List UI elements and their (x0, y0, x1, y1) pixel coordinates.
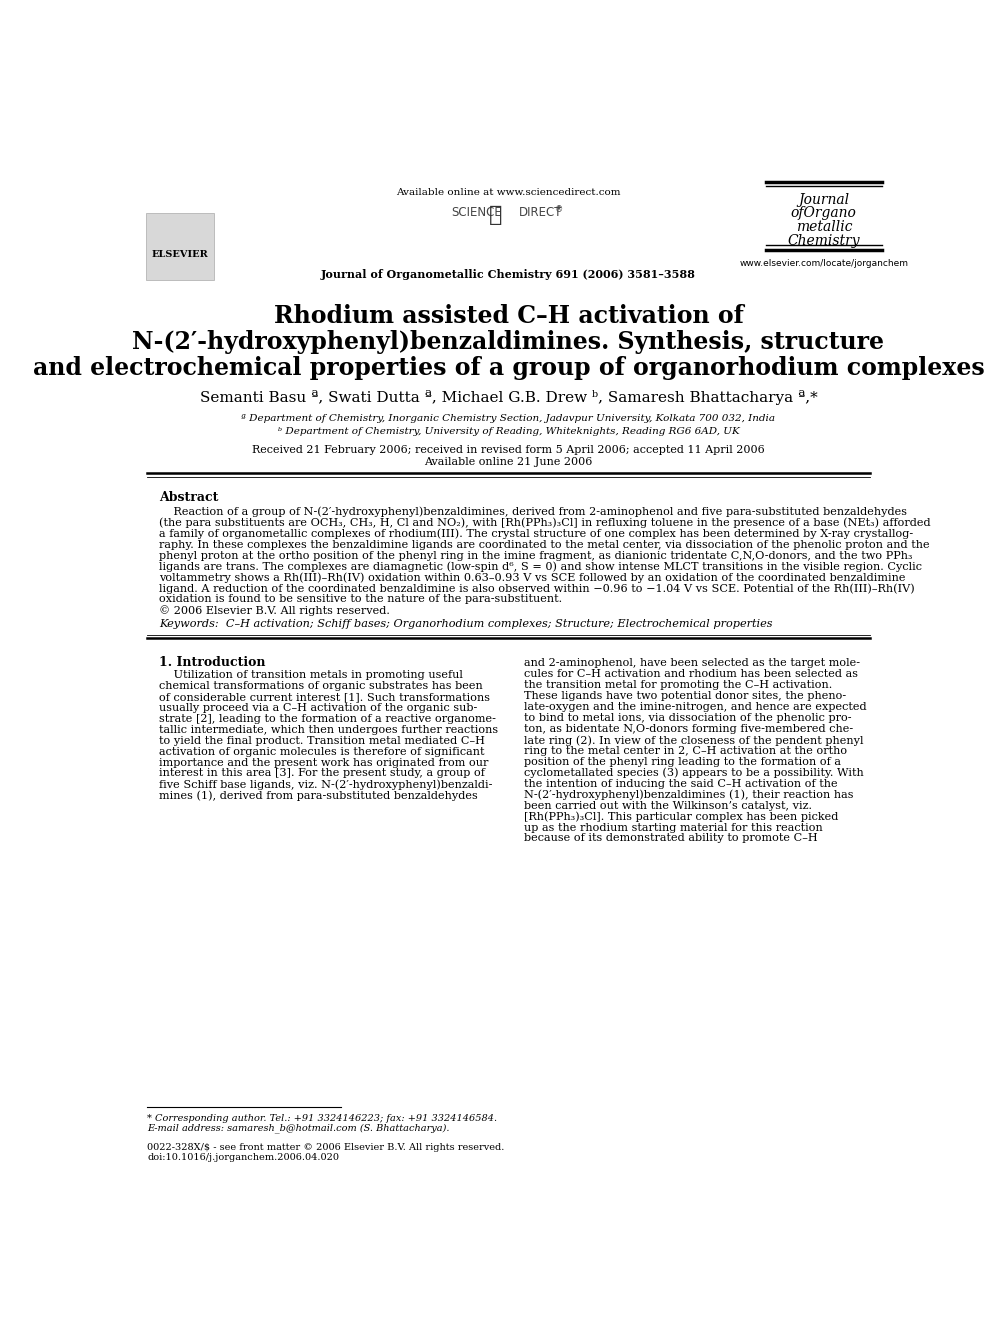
Text: ᵇ Department of Chemistry, University of Reading, Whiteknights, Reading RG6 6AD,: ᵇ Department of Chemistry, University of… (278, 427, 739, 435)
Text: 1. Introduction: 1. Introduction (159, 656, 266, 669)
Text: ⓐ: ⓐ (489, 205, 503, 225)
Text: ofOrgano: ofOrgano (791, 206, 857, 221)
Text: Journal of Organometallic Chemistry 691 (2006) 3581–3588: Journal of Organometallic Chemistry 691 … (321, 269, 695, 280)
Text: tallic intermediate, which then undergoes further reactions: tallic intermediate, which then undergoe… (159, 725, 498, 734)
Text: N-(2′-hydroxyphenyl)benzaldimines. Synthesis, structure: N-(2′-hydroxyphenyl)benzaldimines. Synth… (132, 329, 885, 353)
Text: position of the phenyl ring leading to the formation of a: position of the phenyl ring leading to t… (524, 757, 841, 767)
Text: doi:10.1016/j.jorganchem.2006.04.020: doi:10.1016/j.jorganchem.2006.04.020 (147, 1152, 339, 1162)
Text: Abstract: Abstract (159, 491, 218, 504)
Text: ligands are trans. The complexes are diamagnetic (low-spin d⁶, S = 0) and show i: ligands are trans. The complexes are dia… (159, 561, 922, 572)
Text: and 2-aminophenol, have been selected as the target mole-: and 2-aminophenol, have been selected as… (524, 659, 860, 668)
Text: chemical transformations of organic substrates has been: chemical transformations of organic subs… (159, 681, 483, 691)
Text: up as the rhodium starting material for this reaction: up as the rhodium starting material for … (524, 823, 822, 832)
Text: Keywords:  C–H activation; Schiff bases; Organorhodium complexes; Structure; Ele: Keywords: C–H activation; Schiff bases; … (159, 619, 773, 630)
Text: the intention of inducing the said C–H activation of the: the intention of inducing the said C–H a… (524, 779, 837, 789)
Text: These ligands have two potential donor sites, the pheno-: These ligands have two potential donor s… (524, 692, 846, 701)
FancyBboxPatch shape (146, 213, 214, 280)
Text: Available online at www.sciencedirect.com: Available online at www.sciencedirect.co… (396, 188, 621, 197)
Text: to bind to metal ions, via dissociation of the phenolic pro-: to bind to metal ions, via dissociation … (524, 713, 851, 724)
Text: importance and the present work has originated from our: importance and the present work has orig… (159, 758, 488, 767)
Text: 0022-328X/$ - see front matter © 2006 Elsevier B.V. All rights reserved.: 0022-328X/$ - see front matter © 2006 El… (147, 1143, 505, 1152)
Text: ring to the metal center in 2, C–H activation at the ortho: ring to the metal center in 2, C–H activ… (524, 746, 847, 755)
Text: www.elsevier.com/locate/jorganchem: www.elsevier.com/locate/jorganchem (739, 259, 909, 267)
Text: Rhodium assisted C–H activation of: Rhodium assisted C–H activation of (274, 303, 743, 328)
Text: phenyl proton at the ortho position of the phenyl ring in the imine fragment, as: phenyl proton at the ortho position of t… (159, 550, 913, 561)
Text: usually proceed via a C–H activation of the organic sub-: usually proceed via a C–H activation of … (159, 703, 477, 713)
Text: * Corresponding author. Tel.: +91 3324146223; fax: +91 3324146584.: * Corresponding author. Tel.: +91 332414… (147, 1114, 497, 1122)
Text: © 2006 Elsevier B.V. All rights reserved.: © 2006 Elsevier B.V. All rights reserved… (159, 605, 390, 617)
Text: and electrochemical properties of a group of organorhodium complexes: and electrochemical properties of a grou… (33, 356, 984, 380)
Text: metallic: metallic (796, 221, 852, 234)
Text: activation of organic molecules is therefore of significant: activation of organic molecules is there… (159, 746, 484, 757)
Text: late-oxygen and the imine-nitrogen, and hence are expected: late-oxygen and the imine-nitrogen, and … (524, 703, 867, 712)
Text: voltammetry shows a Rh(III)–Rh(IV) oxidation within 0.63–0.93 V vs SCE followed : voltammetry shows a Rh(III)–Rh(IV) oxida… (159, 573, 906, 583)
Text: mines (1), derived from para-substituted benzaldehydes: mines (1), derived from para-substituted… (159, 790, 477, 800)
Text: interest in this area [3]. For the present study, a group of: interest in this area [3]. For the prese… (159, 769, 485, 778)
Text: Received 21 February 2006; received in revised form 5 April 2006; accepted 11 Ap: Received 21 February 2006; received in r… (252, 446, 765, 455)
Text: N-(2′-hydroxyphenyl)benzaldimines (1), their reaction has: N-(2′-hydroxyphenyl)benzaldimines (1), t… (524, 790, 853, 800)
Text: Available online 21 June 2006: Available online 21 June 2006 (425, 456, 592, 467)
Text: of considerable current interest [1]. Such transformations: of considerable current interest [1]. Su… (159, 692, 490, 703)
Text: ª Department of Chemistry, Inorganic Chemistry Section, Jadavpur University, Kol: ª Department of Chemistry, Inorganic Che… (241, 414, 776, 423)
Text: a family of organometallic complexes of rhodium(III). The crystal structure of o: a family of organometallic complexes of … (159, 529, 913, 540)
Text: ®: ® (555, 205, 563, 214)
Text: ligand. A reduction of the coordinated benzaldimine is also observed within −0.9: ligand. A reduction of the coordinated b… (159, 583, 915, 594)
Text: Semanti Basu ª, Swati Dutta ª, Michael G.B. Drew ᵇ, Samaresh Bhattacharya ª,*: Semanti Basu ª, Swati Dutta ª, Michael G… (199, 390, 817, 405)
Text: oxidation is found to be sensitive to the nature of the para-substituent.: oxidation is found to be sensitive to th… (159, 594, 562, 605)
Text: Utilization of transition metals in promoting useful: Utilization of transition metals in prom… (159, 669, 462, 680)
Text: SCIENCE: SCIENCE (451, 206, 502, 220)
Text: ton, as bidentate N,O-donors forming five-membered che-: ton, as bidentate N,O-donors forming fiv… (524, 724, 853, 734)
Text: the transition metal for promoting the C–H activation.: the transition metal for promoting the C… (524, 680, 832, 691)
Text: DIRECT: DIRECT (519, 206, 562, 220)
Text: been carried out with the Wilkinson’s catalyst, viz.: been carried out with the Wilkinson’s ca… (524, 800, 811, 811)
Text: because of its demonstrated ability to promote C–H: because of its demonstrated ability to p… (524, 833, 817, 844)
Text: [Rh(PPh₃)₃Cl]. This particular complex has been picked: [Rh(PPh₃)₃Cl]. This particular complex h… (524, 811, 838, 822)
Text: (the para substituents are OCH₃, CH₃, H, Cl and NO₂), with [Rh(PPh₃)₃Cl] in refl: (the para substituents are OCH₃, CH₃, H,… (159, 517, 930, 528)
Text: to yield the final product. Transition metal mediated C–H: to yield the final product. Transition m… (159, 736, 485, 746)
Text: Chemistry: Chemistry (788, 234, 860, 249)
Text: strate [2], leading to the formation of a reactive organome-: strate [2], leading to the formation of … (159, 714, 496, 724)
Text: cules for C–H activation and rhodium has been selected as: cules for C–H activation and rhodium has… (524, 669, 858, 680)
Text: late ring (2). In view of the closeness of the pendent phenyl: late ring (2). In view of the closeness … (524, 736, 863, 746)
Text: raphy. In these complexes the benzaldimine ligands are coordinated to the metal : raphy. In these complexes the benzaldimi… (159, 540, 930, 549)
Text: Journal: Journal (799, 193, 849, 206)
Text: ELSEVIER: ELSEVIER (152, 250, 208, 258)
Text: Reaction of a group of N-(2′-hydroxyphenyl)benzaldimines, derived from 2-aminoph: Reaction of a group of N-(2′-hydroxyphen… (159, 507, 907, 517)
Text: cyclometallated species (3) appears to be a possibility. With: cyclometallated species (3) appears to b… (524, 767, 864, 778)
Text: five Schiff base ligands, viz. N-(2′-hydroxyphenyl)benzaldi-: five Schiff base ligands, viz. N-(2′-hyd… (159, 779, 492, 790)
Text: E-mail address: samaresh_b@hotmail.com (S. Bhattacharya).: E-mail address: samaresh_b@hotmail.com (… (147, 1123, 449, 1134)
